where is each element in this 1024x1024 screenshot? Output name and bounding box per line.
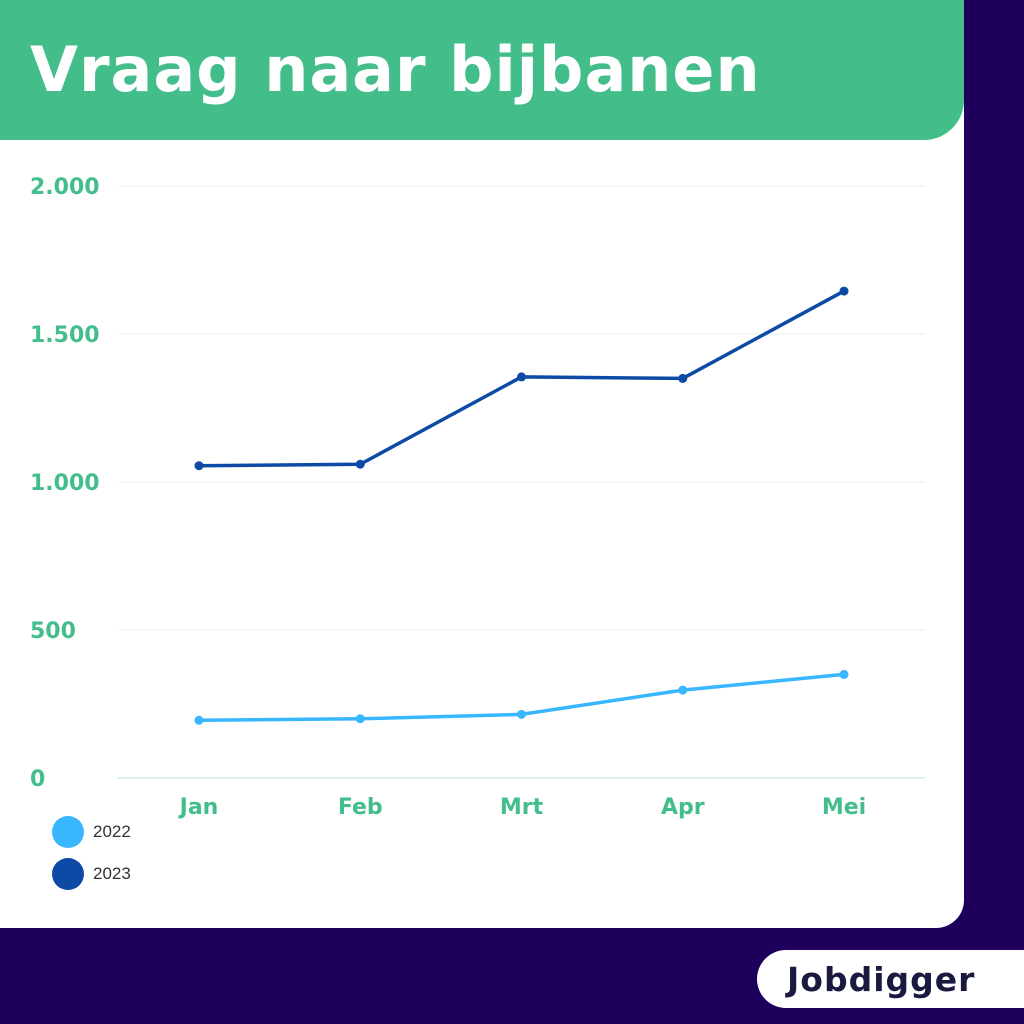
gridlines xyxy=(118,185,925,779)
legend-swatch-2022 xyxy=(52,816,84,848)
data-point-2022[interactable] xyxy=(355,714,365,724)
data-point-2022[interactable] xyxy=(194,715,204,725)
legend-swatch-2023 xyxy=(52,858,84,890)
data-point-2023[interactable] xyxy=(355,459,365,469)
data-point-2022[interactable] xyxy=(517,709,526,719)
legend-label-2022: 2022 xyxy=(93,822,131,841)
y-tick-label: 2.000 xyxy=(30,175,100,200)
data-point-2023[interactable] xyxy=(194,461,204,471)
y-tick-label: 1.000 xyxy=(30,471,100,496)
data-point-2022[interactable] xyxy=(678,685,688,695)
line-chart: 0 500 1.000 1.500 2.000 Jan Feb Mrt Apr Mei xyxy=(30,175,925,820)
data-point-2023[interactable] xyxy=(517,372,526,382)
y-axis-ticks: 0 500 1.000 1.500 2.000 xyxy=(30,175,100,792)
x-tick-label: Feb xyxy=(338,795,383,820)
y-tick-label: 1.500 xyxy=(30,323,100,348)
y-tick-label: 500 xyxy=(30,619,76,644)
logo-wordmark: Jobdigger xyxy=(787,959,976,999)
jobdigger-logo[interactable]: Jobdigger xyxy=(757,950,1024,1008)
x-tick-label: Mei xyxy=(822,795,866,820)
series-lines xyxy=(194,286,849,725)
legend-label-2023: 2023 xyxy=(93,864,131,883)
data-point-2023[interactable] xyxy=(839,286,849,296)
x-tick-label: Jan xyxy=(178,795,219,820)
x-tick-label: Apr xyxy=(661,795,705,820)
y-tick-label: 0 xyxy=(30,767,45,792)
chart-card: Vraag naar bijbanen 0 500 1.000 1.500 2.000 … xyxy=(0,0,964,928)
data-point-2022[interactable] xyxy=(839,669,849,679)
data-point-2023[interactable] xyxy=(678,373,688,383)
chart-title: Vraag naar bijbanen xyxy=(30,33,761,106)
x-tick-label: Mrt xyxy=(500,795,544,820)
title-banner: Vraag naar bijbanen xyxy=(0,0,964,140)
legend-item-2023[interactable]: 2023 xyxy=(52,857,131,891)
x-axis-ticks: Jan Feb Mrt Apr Mei xyxy=(178,795,867,820)
legend-item-2022[interactable]: 2022 xyxy=(52,815,131,849)
legend: 2022 2023 xyxy=(52,815,131,899)
